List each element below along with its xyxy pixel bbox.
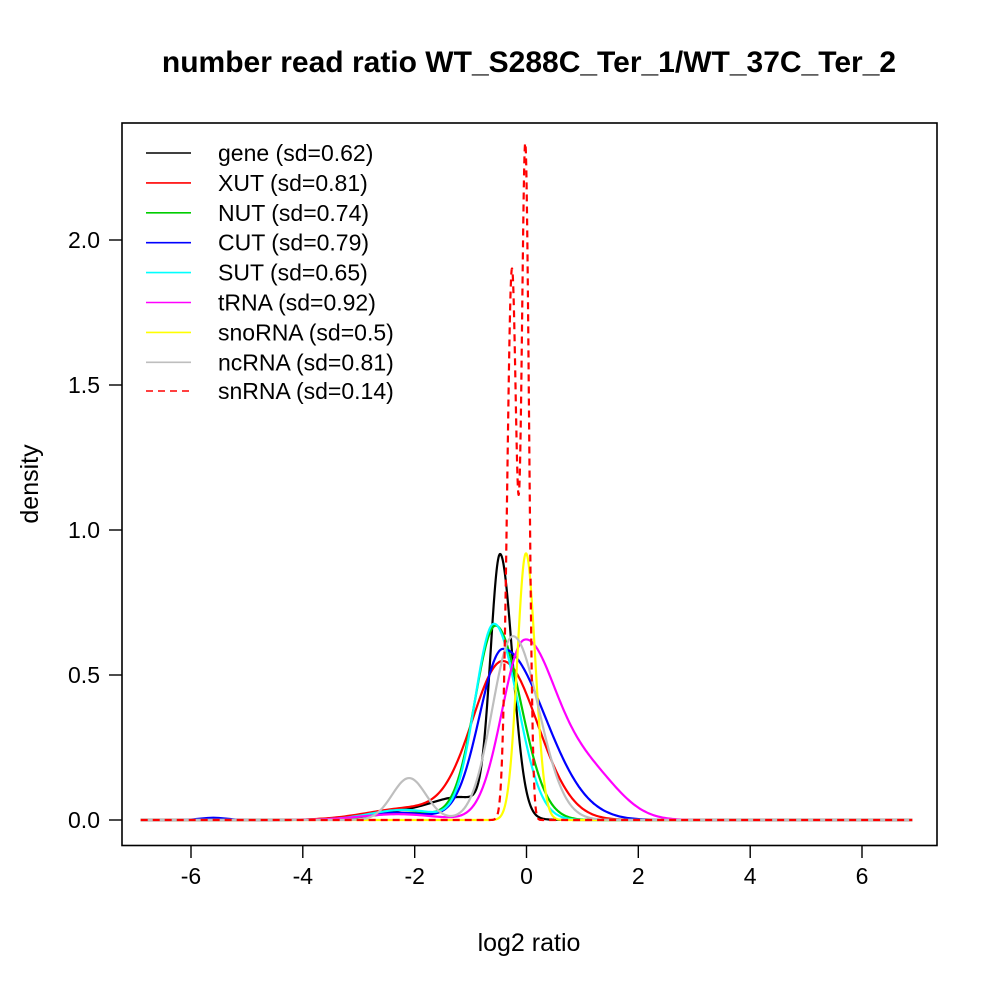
svg-text:6: 6 [856, 863, 869, 889]
svg-text:0.5: 0.5 [68, 662, 100, 688]
svg-text:tRNA (sd=0.92): tRNA (sd=0.92) [218, 290, 376, 316]
svg-text:2.0: 2.0 [68, 227, 100, 253]
svg-text:-6: -6 [181, 863, 201, 889]
svg-text:CUT (sd=0.79): CUT (sd=0.79) [218, 230, 369, 256]
svg-text:number read ratio WT_S288C_Ter: number read ratio WT_S288C_Ter_1/WT_37C_… [162, 46, 896, 79]
svg-text:0: 0 [520, 863, 533, 889]
svg-text:4: 4 [744, 863, 757, 889]
svg-text:SUT (sd=0.65): SUT (sd=0.65) [218, 260, 368, 286]
svg-text:snRNA (sd=0.14): snRNA (sd=0.14) [218, 378, 394, 404]
svg-text:2: 2 [632, 863, 645, 889]
svg-text:XUT (sd=0.81): XUT (sd=0.81) [218, 170, 368, 196]
svg-text:gene (sd=0.62): gene (sd=0.62) [218, 140, 373, 166]
svg-text:1.0: 1.0 [68, 517, 100, 543]
svg-text:ncRNA (sd=0.81): ncRNA (sd=0.81) [218, 349, 394, 375]
svg-text:0.0: 0.0 [68, 807, 100, 833]
svg-text:log2 ratio: log2 ratio [478, 929, 581, 957]
svg-text:-2: -2 [404, 863, 424, 889]
svg-text:NUT (sd=0.74): NUT (sd=0.74) [218, 200, 369, 226]
svg-text:density: density [16, 444, 44, 524]
svg-text:snoRNA (sd=0.5): snoRNA (sd=0.5) [218, 319, 394, 345]
svg-text:-4: -4 [293, 863, 314, 889]
svg-text:1.5: 1.5 [68, 372, 100, 398]
